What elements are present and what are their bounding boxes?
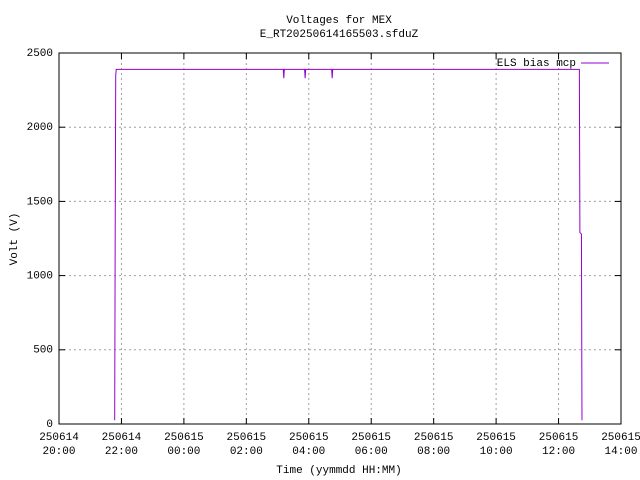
x-tick-label-line: 250615 bbox=[414, 432, 454, 444]
x-tick-label-line: 250615 bbox=[164, 432, 204, 444]
x-tick-label-line: 06:00 bbox=[355, 446, 388, 458]
x-tick-label: 250615 06:00 bbox=[351, 432, 391, 458]
x-tick-label-line: 250615 bbox=[351, 432, 391, 444]
x-tick-label-line: 20:00 bbox=[42, 446, 75, 458]
x-tick-label: 250615 04:00 bbox=[289, 432, 329, 458]
x-tick-label: 250615 12:00 bbox=[539, 432, 579, 458]
x-tick-label-line: 250615 bbox=[539, 432, 579, 444]
x-tick-label-line: 250614 bbox=[102, 432, 142, 444]
x-tick-label: 250615 14:00 bbox=[601, 432, 640, 458]
y-tick-label: 2000 bbox=[27, 122, 53, 134]
x-tick-label-line: 250614 bbox=[39, 432, 79, 444]
x-tick-label-line: 08:00 bbox=[417, 446, 450, 458]
x-tick-label-line: 00:00 bbox=[167, 446, 200, 458]
x-tick-label-line: 250615 bbox=[476, 432, 516, 444]
x-tick-label: 250615 02:00 bbox=[227, 432, 267, 458]
x-tick-label-line: 250615 bbox=[601, 432, 640, 444]
y-tick-label: 2500 bbox=[27, 48, 53, 60]
plot-frame bbox=[58, 52, 622, 425]
chart-title: Voltages for MEX bbox=[286, 15, 392, 27]
x-tick-label-line: 10:00 bbox=[480, 446, 513, 458]
x-tick-label: 250615 10:00 bbox=[476, 432, 516, 458]
legend-label: ELS bias mcp bbox=[497, 58, 576, 70]
x-tick-label: 250615 08:00 bbox=[414, 432, 454, 458]
x-axis-label: Time (yymmdd HH:MM) bbox=[276, 465, 401, 477]
x-tick-label: 250615 00:00 bbox=[164, 432, 204, 458]
x-tick-label: 250614 22:00 bbox=[102, 432, 142, 458]
x-tick-label-line: 14:00 bbox=[604, 446, 637, 458]
y-tick-label: 0 bbox=[46, 419, 53, 431]
y-axis-label: Volt (V) bbox=[9, 213, 21, 266]
y-tick-label: 500 bbox=[33, 345, 53, 357]
y-tick-label: 1000 bbox=[27, 271, 53, 283]
x-tick-label-line: 04:00 bbox=[292, 446, 325, 458]
x-tick-label-line: 250615 bbox=[227, 432, 267, 444]
x-tick-label-line: 22:00 bbox=[105, 446, 138, 458]
x-tick-label-line: 02:00 bbox=[230, 446, 263, 458]
x-tick-label-line: 12:00 bbox=[542, 446, 575, 458]
x-tick-label: 250614 20:00 bbox=[39, 432, 79, 458]
chart-subtitle: E_RT20250614165503.sfduZ bbox=[260, 29, 419, 41]
x-tick-label-line: 250615 bbox=[289, 432, 329, 444]
data-line bbox=[114, 68, 583, 421]
y-tick-label: 1500 bbox=[27, 196, 53, 208]
